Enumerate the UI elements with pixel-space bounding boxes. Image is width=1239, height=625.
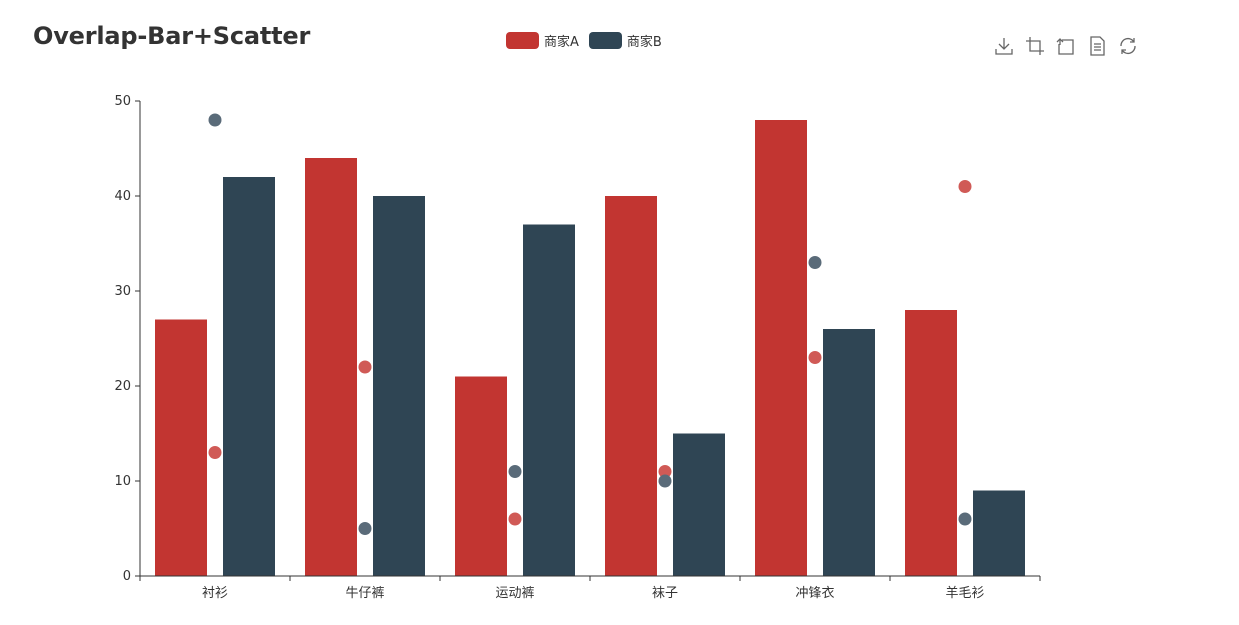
x-tick-label: 衬衫 bbox=[202, 586, 228, 601]
toolbox bbox=[992, 34, 1147, 58]
y-tick-label: 0 bbox=[123, 569, 131, 584]
legend: 商家A 商家B bbox=[506, 31, 672, 50]
y-tick-label: 20 bbox=[114, 379, 131, 394]
scatter-point-a bbox=[508, 512, 522, 526]
restore-button[interactable] bbox=[1116, 34, 1140, 58]
zoom-reset-button[interactable] bbox=[1054, 34, 1078, 58]
zoom-button[interactable] bbox=[1023, 34, 1047, 58]
scatter-point-a bbox=[658, 465, 672, 478]
bar-b bbox=[223, 177, 275, 576]
bar-a bbox=[905, 310, 957, 576]
restore-icon bbox=[1120, 38, 1136, 54]
bar-b bbox=[673, 433, 725, 576]
x-tick-label: 冲锋衣 bbox=[795, 585, 834, 601]
zoom-icon bbox=[1026, 37, 1044, 55]
bar-a bbox=[755, 120, 807, 576]
scatter-point-b bbox=[358, 522, 372, 535]
bar-a bbox=[455, 376, 507, 576]
x-tick-label: 运动裤 bbox=[495, 586, 534, 601]
y-tick-label: 50 bbox=[114, 94, 131, 109]
legend-label-a: 商家A bbox=[544, 35, 579, 50]
chart-title: Overlap-Bar+Scatter bbox=[33, 22, 311, 50]
scatter-point-a bbox=[958, 180, 972, 193]
bar-b bbox=[973, 490, 1025, 576]
scatter-point-b bbox=[508, 465, 522, 478]
bar-b bbox=[823, 329, 875, 576]
legend-item-b[interactable]: 商家B bbox=[588, 31, 662, 50]
data-view-button[interactable] bbox=[1085, 34, 1109, 58]
data-view-icon bbox=[1090, 36, 1105, 56]
scatter-point-a bbox=[808, 351, 822, 364]
scatter-point-a bbox=[358, 360, 372, 374]
bar-a bbox=[305, 158, 357, 576]
y-tick-label: 10 bbox=[114, 474, 131, 489]
y-tick-label: 30 bbox=[114, 284, 131, 299]
scatter-point-b bbox=[658, 474, 672, 488]
zoom-reset-icon bbox=[1056, 38, 1074, 55]
x-tick-label: 袜子 bbox=[652, 586, 678, 601]
legend-label-b: 商家B bbox=[626, 35, 662, 50]
scatter-point-b bbox=[208, 113, 222, 127]
y-tick-label: 40 bbox=[114, 189, 131, 204]
bar-a bbox=[155, 319, 207, 576]
download-button[interactable] bbox=[992, 34, 1016, 58]
download-icon bbox=[995, 38, 1013, 55]
bar-a bbox=[605, 196, 657, 576]
legend-swatch-b bbox=[588, 32, 622, 49]
scatter-point-a bbox=[208, 446, 222, 459]
scatter-point-b bbox=[808, 256, 822, 269]
scatter-point-b bbox=[958, 512, 972, 526]
legend-swatch-a bbox=[506, 32, 539, 49]
bar-b bbox=[373, 196, 425, 576]
x-tick-label: 牛仔裤 bbox=[345, 586, 384, 601]
legend-item-a[interactable]: 商家A bbox=[506, 31, 579, 50]
x-tick-label: 羊毛衫 bbox=[945, 585, 984, 601]
bar-b bbox=[523, 224, 575, 576]
